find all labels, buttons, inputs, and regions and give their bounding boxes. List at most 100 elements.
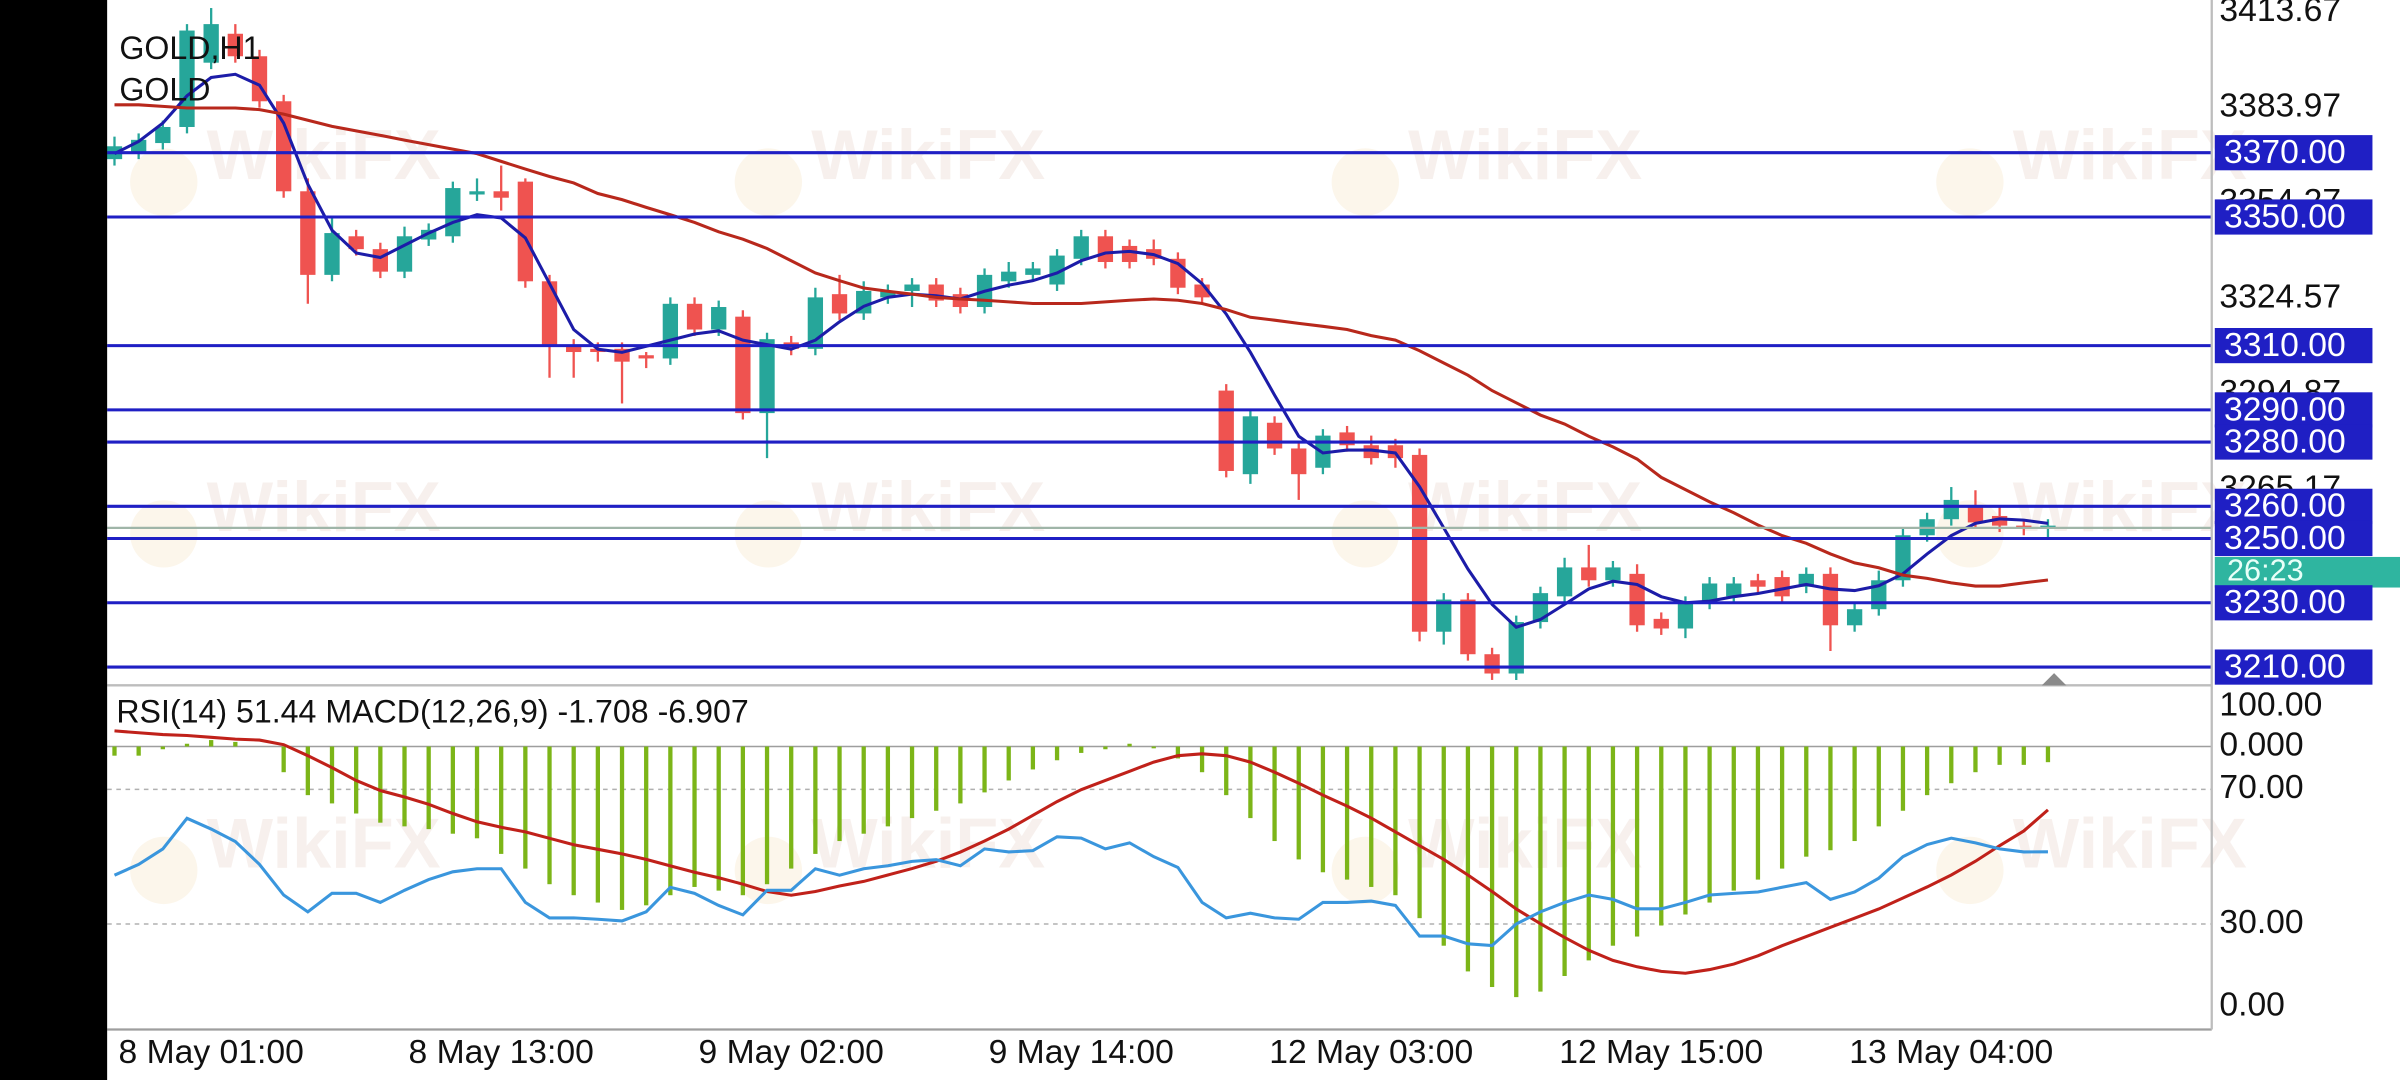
y-tick-label: 3413.67 [2219,0,2341,29]
histogram-bar [1538,746,1543,992]
candle-body [396,236,413,272]
histogram-bar [1441,746,1446,946]
histogram-bar [764,746,770,885]
candle-body [759,339,775,414]
level-label-box [2214,135,2373,171]
level-label: 3290.00 [2224,391,2346,428]
candle-body [445,188,461,237]
watermark: WikiFX [811,115,1045,194]
watermark-logo [1331,500,1399,568]
histogram-bar [1248,746,1253,819]
histogram-bar [2045,746,2051,763]
level-label: 3210.00 [2224,649,2346,686]
level-label: 3370.00 [2224,134,2346,171]
watermark-logo [734,148,803,216]
candle-body [1460,599,1476,655]
candle-body [1025,268,1041,275]
candle-body [300,191,316,275]
candle-body [1701,583,1718,603]
histogram-bar [1344,746,1350,880]
candle-body [179,30,195,127]
level-label-box [2214,328,2373,364]
indicator-header: RSI(14) 51.44 MACD(12,26,9) -1.708 -6.90… [116,694,748,730]
histogram-bar [1997,746,2002,765]
chart-subtitle: GOLD [119,71,210,107]
x-tick-label: 13 May 04:00 [1849,1034,2053,1071]
watermark-logo [130,836,198,905]
candle-body [324,233,340,275]
histogram-bar [426,746,431,830]
histogram-bar [160,746,165,750]
histogram-bar [1006,746,1011,781]
histogram-bar [1683,746,1688,915]
candle-body [1774,577,1790,597]
histogram-bar [209,740,214,747]
histogram-bar [1417,746,1422,919]
histogram-bar [813,746,818,854]
histogram-bar [1465,746,1471,972]
histogram-bar [1514,746,1519,998]
level-label: 3230.00 [2224,584,2346,621]
watermark: WikiFX [207,115,441,194]
candle-body [469,191,485,195]
histogram-bar [112,746,117,756]
histogram-bar [837,746,842,842]
rsi-value: 51.44 [236,694,316,730]
candle-body [1653,618,1669,629]
histogram-bar [1030,746,1036,770]
candle-body [1291,448,1307,475]
candle-body [1001,271,1017,282]
candle-body [1967,506,1984,523]
candle-body [1556,567,1573,597]
candle-body [1750,580,1766,587]
histogram-bar [1103,746,1108,750]
histogram-bar [1054,746,1060,761]
shift-marker [2041,673,2067,686]
histogram-bar [1779,746,1785,869]
candle-body [1508,622,1524,674]
histogram-bar [958,746,963,804]
watermark: WikiFX [2013,804,2247,883]
candle-body [904,284,920,291]
histogram-bar [1659,746,1664,926]
histogram-bar [281,746,286,773]
histogram-bar [136,746,141,756]
histogram-bar [934,746,939,811]
x-tick-label: 12 May 03:00 [1269,1034,1473,1071]
level-label: 3260.00 [2224,488,2346,525]
candle-body [1846,609,1863,626]
candle-body [1049,255,1065,285]
watermark: WikiFX [811,804,1045,883]
watermark: WikiFX [1408,804,1642,883]
level-label-box [2214,199,2373,235]
candle-body [155,126,171,144]
histogram-bar [450,746,455,834]
histogram-bar [1224,746,1229,796]
x-tick-label: 8 May 01:00 [119,1034,304,1071]
histogram-bar [1804,746,1809,857]
histogram-bar [1731,746,1736,891]
histogram-bar [716,746,721,891]
level-label: 3280.00 [2224,423,2346,460]
y2-tick-label: 0.000 [2219,726,2303,763]
histogram-bar [474,746,480,839]
histogram-bar [499,746,504,854]
level-label-box [2214,488,2373,524]
moving-average [113,72,2049,629]
y-tick-label: 3324.57 [2219,279,2341,316]
histogram-bar [1296,746,1301,860]
candle-body [880,290,896,298]
histogram-bar [1755,746,1761,880]
candle-body [1581,567,1597,581]
histogram-bar [668,746,673,896]
candle-body [1411,454,1428,632]
candle-body [1363,445,1379,459]
histogram-bar [740,746,746,896]
y-tick-label: 30.00 [2219,904,2303,941]
indicator-line [113,816,2048,948]
histogram-bar [1079,746,1084,753]
candle-body [1677,602,1694,629]
candle-body [1436,599,1452,632]
watermark-logo [1331,148,1399,216]
